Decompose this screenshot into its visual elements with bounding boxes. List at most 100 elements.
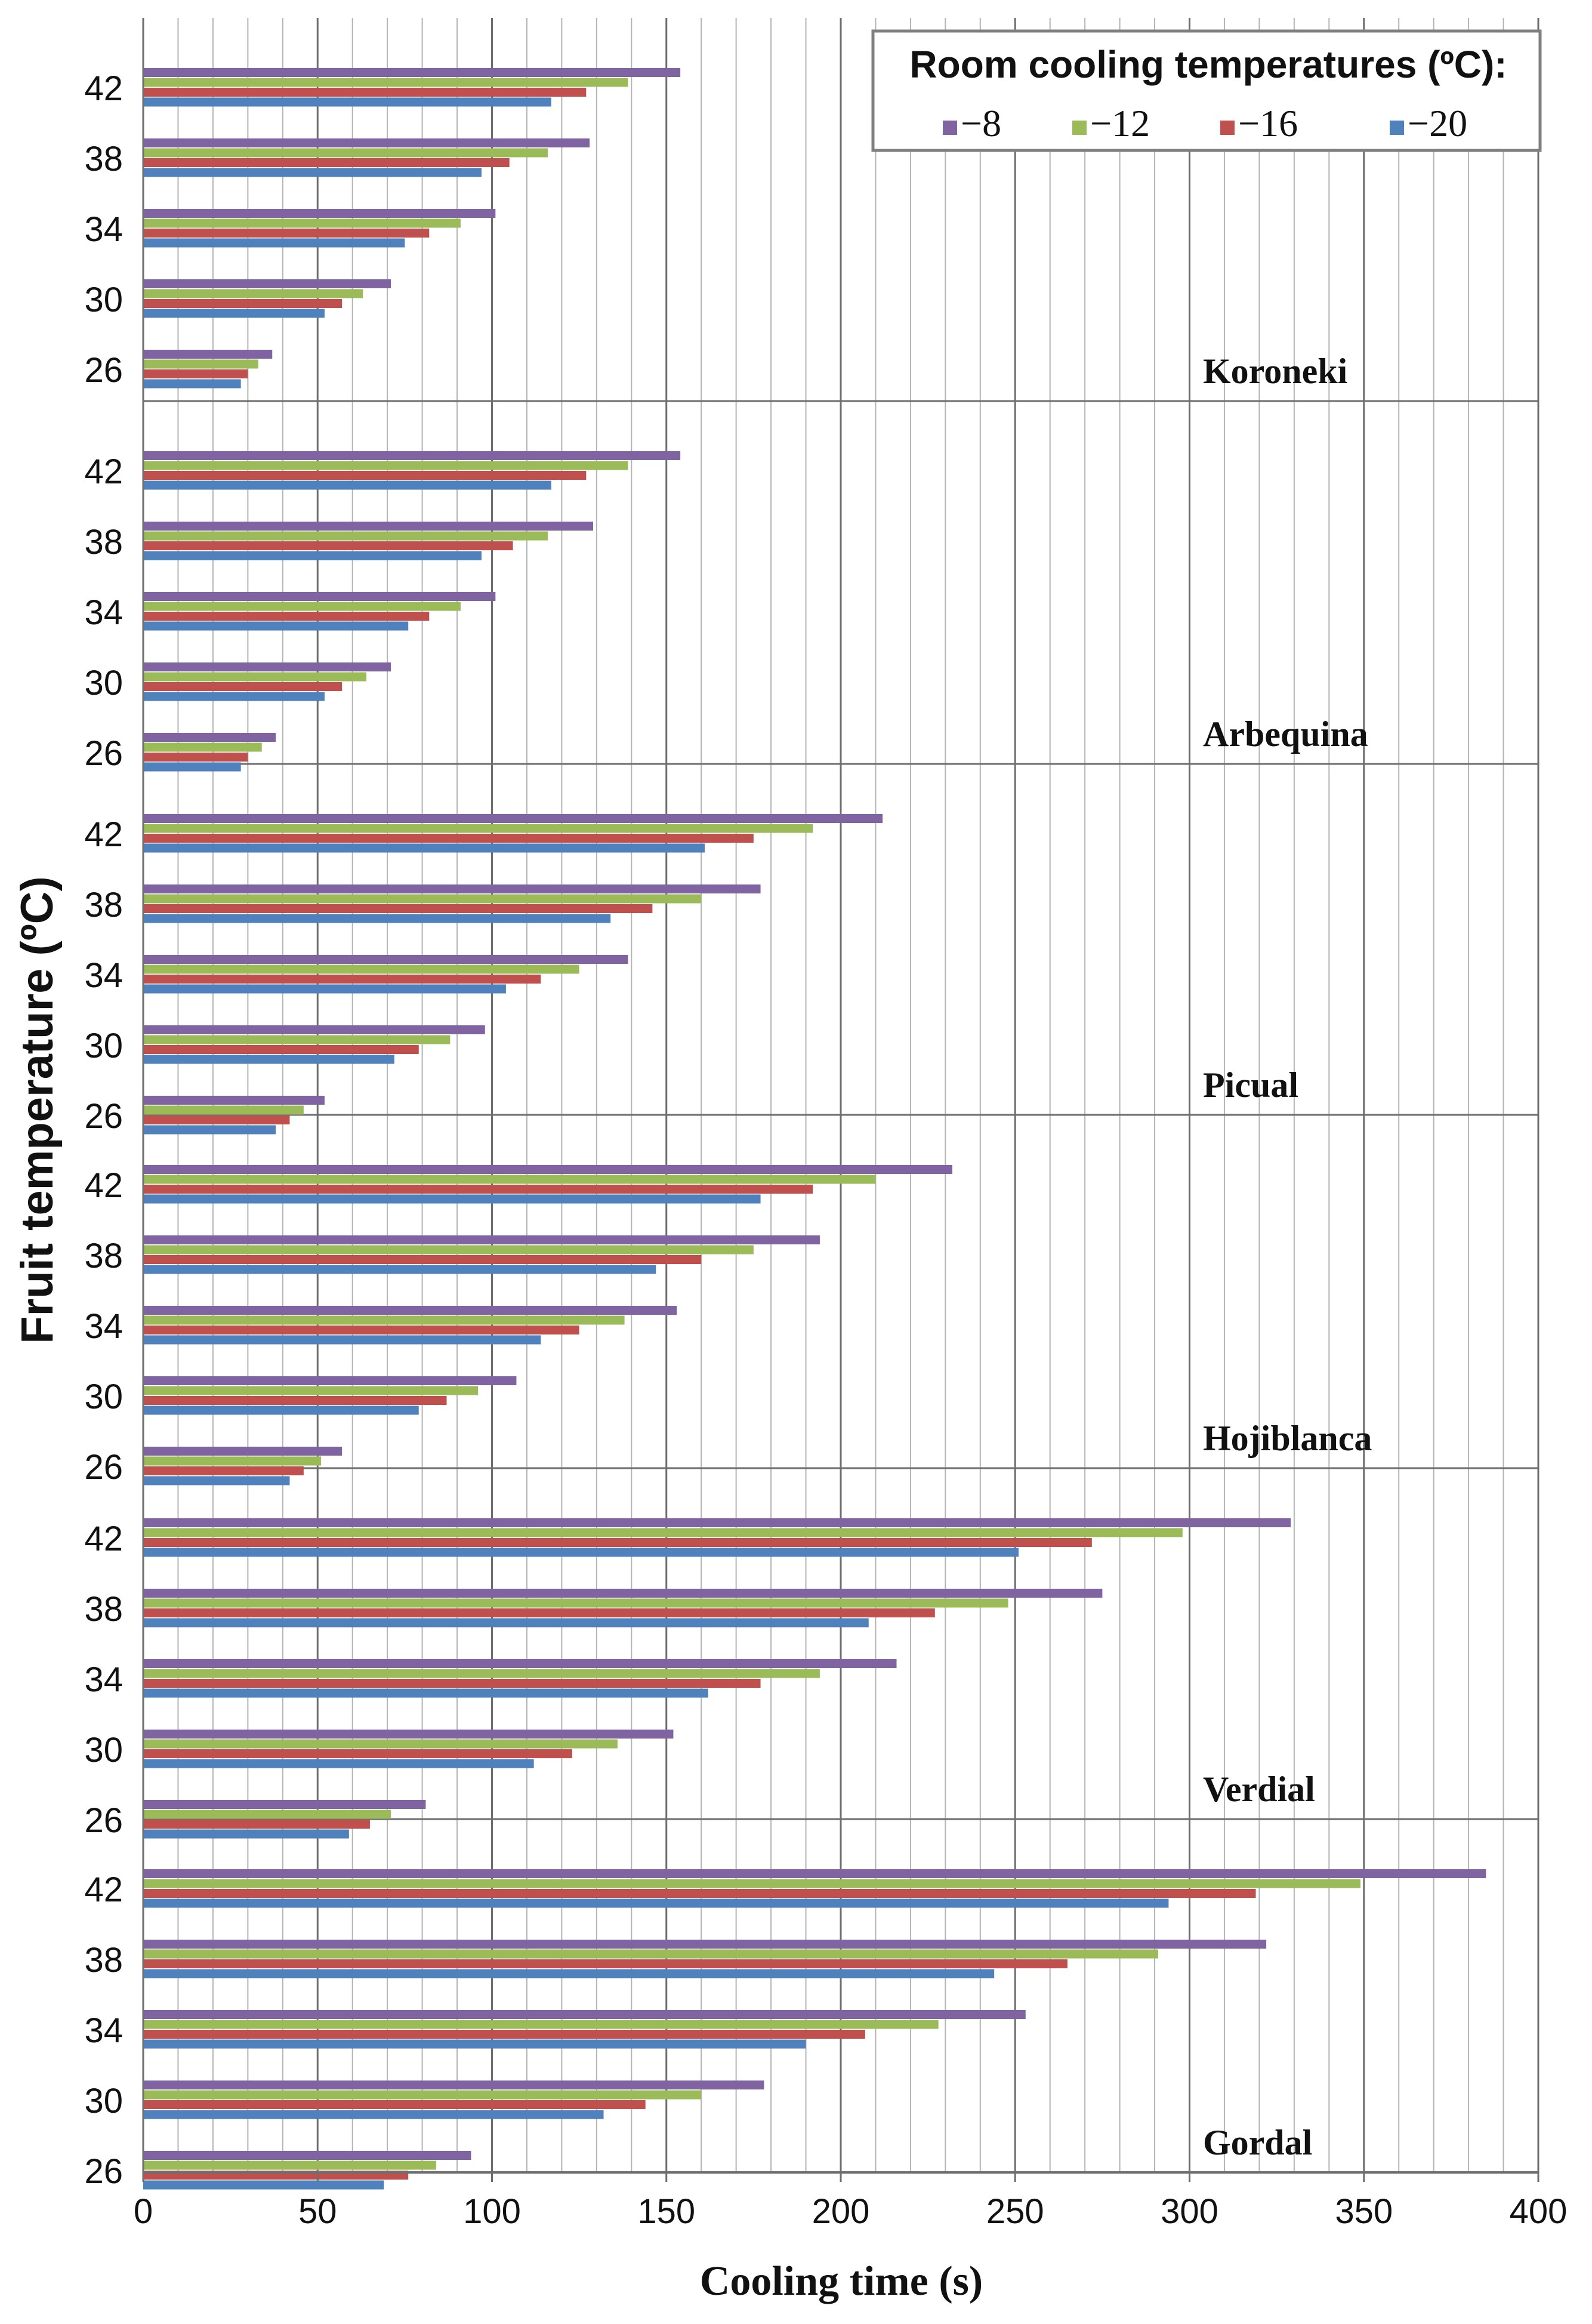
- y-tick-label: 34: [84, 210, 123, 249]
- bar: [143, 1245, 754, 1255]
- bar: [143, 814, 883, 823]
- x-tick-label: 250: [986, 2192, 1044, 2231]
- bar: [143, 1466, 304, 1475]
- bar: [143, 1879, 1360, 1888]
- legend-swatch: [1390, 121, 1404, 135]
- bar: [143, 824, 813, 833]
- bar: [143, 2160, 436, 2170]
- bar: [143, 1105, 304, 1115]
- bar: [143, 1589, 1103, 1598]
- bar: [143, 138, 590, 147]
- bar: [143, 682, 343, 691]
- bar: [143, 2151, 471, 2160]
- bar: [143, 97, 551, 107]
- bar: [143, 1538, 1092, 1547]
- bar: [143, 1940, 1267, 1949]
- bar: [143, 2030, 865, 2039]
- bar: [143, 1810, 391, 1819]
- bar: [143, 1386, 479, 1395]
- y-tick-label: 26: [84, 1448, 123, 1487]
- bar: [143, 884, 761, 893]
- bar: [143, 2100, 646, 2109]
- bar: [143, 1476, 290, 1485]
- bar: [143, 843, 705, 853]
- bar: [143, 2110, 604, 2119]
- x-axis-title: Cooling time (s): [700, 2258, 983, 2304]
- bar: [143, 955, 628, 964]
- bar: [143, 1235, 820, 1244]
- y-axis-title: Fruit temperature (ºC): [12, 876, 63, 1344]
- bar: [143, 1679, 761, 1688]
- bar: [143, 218, 461, 228]
- legend-entry-label: −8: [961, 102, 1001, 144]
- panel-name-label: Verdial: [1203, 1770, 1315, 1809]
- legend: Room cooling temperatures (ºC): −8 −12 −16…: [871, 29, 1542, 152]
- bar: [143, 1820, 370, 1829]
- bar: [143, 1669, 820, 1678]
- bar: [143, 471, 587, 480]
- bar: [143, 279, 391, 288]
- bar: [143, 551, 482, 560]
- bar: [143, 1518, 1291, 1527]
- x-tick-label: 300: [1161, 2192, 1218, 2231]
- bar: [143, 662, 391, 671]
- bar: [143, 1326, 579, 1334]
- bar: [143, 1115, 290, 1124]
- bar: [143, 1829, 349, 1839]
- bar: [143, 2020, 939, 2029]
- bar: [143, 480, 551, 490]
- x-tick-label: 50: [298, 2192, 337, 2231]
- bar: [143, 894, 702, 904]
- bar: [143, 1376, 517, 1385]
- bar: [143, 1456, 322, 1466]
- bar: [143, 148, 548, 158]
- bar: [143, 1869, 1486, 1878]
- legend-entry-label: −20: [1408, 102, 1467, 144]
- bar: [143, 1688, 708, 1698]
- y-tick-label: 26: [84, 2152, 123, 2191]
- bar: [143, 1185, 813, 1194]
- y-tick-label: 38: [84, 1237, 123, 1275]
- panel-name-label: Koroneki: [1203, 352, 1347, 391]
- y-tick-label: 38: [84, 140, 123, 178]
- bar: [143, 1096, 325, 1105]
- bar: [143, 964, 579, 974]
- bar: [143, 350, 273, 359]
- y-tick-label: 30: [84, 281, 123, 319]
- legend-swatch: [1072, 121, 1087, 135]
- bar: [143, 238, 405, 248]
- y-tick-label: 34: [84, 2011, 123, 2050]
- y-tick-label: 30: [84, 664, 123, 702]
- bar: [143, 1165, 953, 1174]
- bar: [143, 1306, 677, 1315]
- bar: [143, 1315, 625, 1325]
- bar: [143, 78, 628, 87]
- bar: [143, 1406, 419, 1415]
- bar: [143, 1889, 1256, 1898]
- y-tick-labels: 42 38 34 30 26 42 38 34 30 26 42 38 34 30 26 42 38 34 30 26…: [84, 69, 123, 2191]
- legend-swatch: [1220, 121, 1235, 135]
- y-tick-label: 30: [84, 1027, 123, 1065]
- bar: [143, 229, 430, 238]
- bar: [143, 2039, 806, 2049]
- bar: [143, 742, 262, 752]
- y-tick-label: 42: [84, 1166, 123, 1205]
- panel-name-label: Picual: [1203, 1065, 1298, 1105]
- y-tick-label: 34: [84, 1660, 123, 1699]
- bar: [143, 369, 248, 378]
- legend-title: Room cooling temperatures (ºC):: [909, 43, 1507, 86]
- bar: [143, 1898, 1169, 1908]
- bar: [143, 1969, 995, 1978]
- x-tick-label: 200: [812, 2192, 870, 2231]
- bar: [143, 359, 258, 369]
- x-tick-label: 400: [1510, 2192, 1568, 2231]
- bar: [143, 2090, 702, 2100]
- y-tick-label: 42: [84, 69, 123, 108]
- panel-name-label: Arbequina: [1203, 714, 1368, 754]
- bar: [143, 612, 430, 621]
- bar: [143, 1800, 426, 1809]
- bar: [143, 672, 367, 682]
- bar: [143, 1608, 935, 1617]
- bar: [143, 1659, 897, 1668]
